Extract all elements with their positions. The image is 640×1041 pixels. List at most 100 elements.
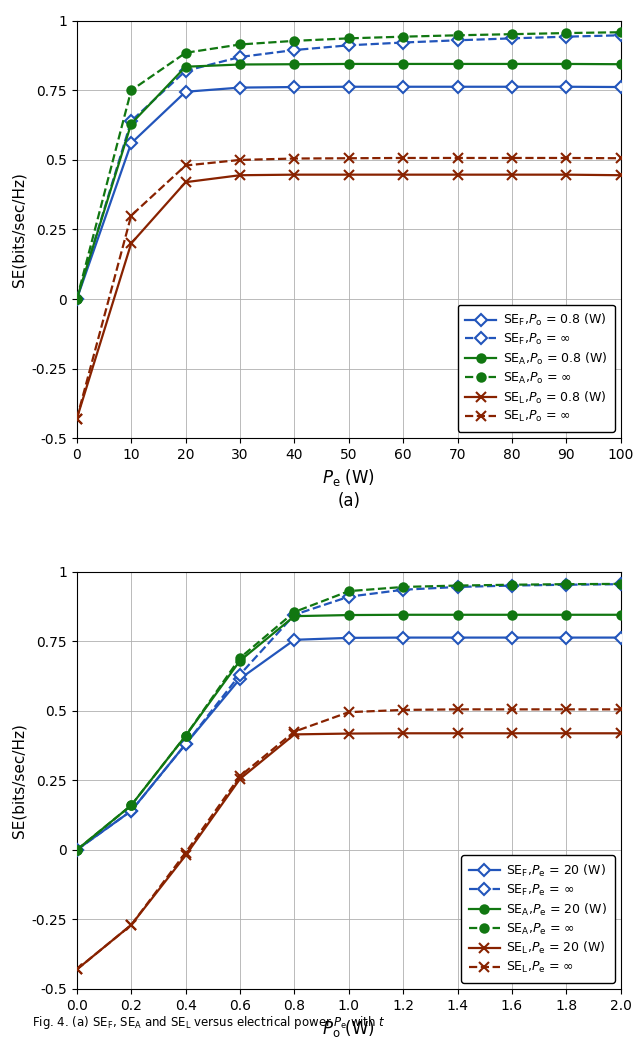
SE$_{\mathrm{F}}$,$P_{\mathrm{o}}$ = 0.8 (W) xyxy=(291,81,298,94)
SE$_{\mathrm{L}}$,$P_{\mathrm{o}}$ = $\infty$ xyxy=(345,152,353,164)
SE$_{\mathrm{L}}$,$P_{\mathrm{e}}$ = 20 (W) xyxy=(236,772,244,785)
SE$_{\mathrm{F}}$,$P_{\mathrm{e}}$ = 20 (W) xyxy=(617,631,625,643)
SE$_{\mathrm{A}}$,$P_{\mathrm{o}}$ = $\infty$ xyxy=(563,27,570,40)
SE$_{\mathrm{A}}$,$P_{\mathrm{o}}$ = 0.8 (W) xyxy=(399,57,407,70)
SE$_{\mathrm{F}}$,$P_{\mathrm{e}}$ = 20 (W) xyxy=(508,631,516,643)
SE$_{\mathrm{F}}$,$P_{\mathrm{o}}$ = $\infty$ xyxy=(73,293,81,305)
SE$_{\mathrm{A}}$,$P_{\mathrm{o}}$ = 0.8 (W) xyxy=(345,57,353,70)
SE$_{\mathrm{L}}$,$P_{\mathrm{e}}$ = $\infty$ xyxy=(454,703,461,715)
SE$_{\mathrm{A}}$,$P_{\mathrm{o}}$ = 0.8 (W) xyxy=(73,293,81,305)
SE$_{\mathrm{F}}$,$P_{\mathrm{o}}$ = 0.8 (W) xyxy=(454,80,461,93)
SE$_{\mathrm{L}}$,$P_{\mathrm{o}}$ = 0.8 (W) xyxy=(399,169,407,181)
SE$_{\mathrm{L}}$,$P_{\mathrm{e}}$ = 20 (W) xyxy=(508,727,516,739)
SE$_{\mathrm{L}}$,$P_{\mathrm{e}}$ = 20 (W) xyxy=(73,963,81,975)
SE$_{\mathrm{A}}$,$P_{\mathrm{o}}$ = $\infty$ xyxy=(617,26,625,39)
SE$_{\mathrm{F}}$,$P_{\mathrm{e}}$ = $\infty$ xyxy=(563,579,570,591)
Line: SE$_{\mathrm{F}}$,$P_{\mathrm{e}}$ = 20 (W): SE$_{\mathrm{F}}$,$P_{\mathrm{e}}$ = 20 … xyxy=(72,633,625,854)
Line: SE$_{\mathrm{A}}$,$P_{\mathrm{e}}$ = $\infty$: SE$_{\mathrm{A}}$,$P_{\mathrm{e}}$ = $\i… xyxy=(72,580,625,854)
SE$_{\mathrm{F}}$,$P_{\mathrm{o}}$ = 0.8 (W) xyxy=(236,81,244,94)
SE$_{\mathrm{A}}$,$P_{\mathrm{o}}$ = $\infty$ xyxy=(127,84,135,97)
SE$_{\mathrm{F}}$,$P_{\mathrm{o}}$ = 0.8 (W) xyxy=(508,80,516,93)
SE$_{\mathrm{F}}$,$P_{\mathrm{e}}$ = $\infty$ xyxy=(291,609,298,621)
Legend: SE$_{\mathrm{F}}$,$P_{\mathrm{e}}$ = 20 (W), SE$_{\mathrm{F}}$,$P_{\mathrm{e}}$ : SE$_{\mathrm{F}}$,$P_{\mathrm{e}}$ = 20 … xyxy=(461,856,614,983)
SE$_{\mathrm{A}}$,$P_{\mathrm{e}}$ = 20 (W) xyxy=(617,609,625,621)
SE$_{\mathrm{A}}$,$P_{\mathrm{o}}$ = 0.8 (W) xyxy=(508,57,516,70)
SE$_{\mathrm{L}}$,$P_{\mathrm{e}}$ = $\infty$ xyxy=(236,770,244,783)
Y-axis label: SE(bits/sec/Hz): SE(bits/sec/Hz) xyxy=(11,172,26,287)
SE$_{\mathrm{A}}$,$P_{\mathrm{o}}$ = $\infty$ xyxy=(236,39,244,51)
SE$_{\mathrm{F}}$,$P_{\mathrm{o}}$ = 0.8 (W) xyxy=(73,293,81,305)
SE$_{\mathrm{L}}$,$P_{\mathrm{e}}$ = $\infty$ xyxy=(127,919,135,932)
SE$_{\mathrm{A}}$,$P_{\mathrm{o}}$ = $\infty$ xyxy=(454,29,461,42)
SE$_{\mathrm{A}}$,$P_{\mathrm{o}}$ = $\infty$ xyxy=(291,34,298,47)
SE$_{\mathrm{A}}$,$P_{\mathrm{o}}$ = 0.8 (W) xyxy=(127,118,135,130)
SE$_{\mathrm{A}}$,$P_{\mathrm{e}}$ = $\infty$ xyxy=(127,799,135,812)
SE$_{\mathrm{A}}$,$P_{\mathrm{o}}$ = 0.8 (W) xyxy=(563,57,570,70)
SE$_{\mathrm{A}}$,$P_{\mathrm{e}}$ = $\infty$ xyxy=(236,652,244,664)
Line: SE$_{\mathrm{F}}$,$P_{\mathrm{o}}$ = $\infty$: SE$_{\mathrm{F}}$,$P_{\mathrm{o}}$ = $\i… xyxy=(72,31,625,303)
SE$_{\mathrm{L}}$,$P_{\mathrm{o}}$ = $\infty$ xyxy=(127,209,135,222)
Line: SE$_{\mathrm{F}}$,$P_{\mathrm{e}}$ = $\infty$: SE$_{\mathrm{F}}$,$P_{\mathrm{e}}$ = $\i… xyxy=(72,580,625,854)
Line: SE$_{\mathrm{L}}$,$P_{\mathrm{e}}$ = 20 (W): SE$_{\mathrm{L}}$,$P_{\mathrm{e}}$ = 20 … xyxy=(72,729,626,974)
SE$_{\mathrm{A}}$,$P_{\mathrm{o}}$ = 0.8 (W) xyxy=(291,58,298,71)
SE$_{\mathrm{L}}$,$P_{\mathrm{o}}$ = $\infty$ xyxy=(454,152,461,164)
SE$_{\mathrm{L}}$,$P_{\mathrm{o}}$ = 0.8 (W) xyxy=(454,169,461,181)
SE$_{\mathrm{A}}$,$P_{\mathrm{e}}$ = $\infty$ xyxy=(399,581,407,593)
Y-axis label: SE(bits/sec/Hz): SE(bits/sec/Hz) xyxy=(11,722,26,838)
SE$_{\mathrm{A}}$,$P_{\mathrm{o}}$ = 0.8 (W) xyxy=(236,58,244,71)
Line: SE$_{\mathrm{F}}$,$P_{\mathrm{o}}$ = 0.8 (W): SE$_{\mathrm{F}}$,$P_{\mathrm{o}}$ = 0.8… xyxy=(72,82,625,303)
SE$_{\mathrm{L}}$,$P_{\mathrm{e}}$ = 20 (W) xyxy=(617,727,625,739)
SE$_{\mathrm{F}}$,$P_{\mathrm{e}}$ = 20 (W) xyxy=(73,843,81,856)
SE$_{\mathrm{L}}$,$P_{\mathrm{e}}$ = $\infty$ xyxy=(617,703,625,715)
SE$_{\mathrm{L}}$,$P_{\mathrm{e}}$ = $\infty$ xyxy=(73,963,81,975)
SE$_{\mathrm{F}}$,$P_{\mathrm{e}}$ = $\infty$ xyxy=(508,580,516,592)
SE$_{\mathrm{F}}$,$P_{\mathrm{e}}$ = $\infty$ xyxy=(127,805,135,817)
X-axis label: $P_{\mathrm{e}}$ (W): $P_{\mathrm{e}}$ (W) xyxy=(323,467,375,488)
Line: SE$_{\mathrm{A}}$,$P_{\mathrm{e}}$ = 20 (W): SE$_{\mathrm{A}}$,$P_{\mathrm{e}}$ = 20 … xyxy=(72,611,625,854)
SE$_{\mathrm{A}}$,$P_{\mathrm{e}}$ = 20 (W) xyxy=(454,609,461,621)
SE$_{\mathrm{A}}$,$P_{\mathrm{e}}$ = $\infty$ xyxy=(182,730,189,742)
SE$_{\mathrm{F}}$,$P_{\mathrm{e}}$ = 20 (W) xyxy=(345,632,353,644)
SE$_{\mathrm{L}}$,$P_{\mathrm{o}}$ = 0.8 (W) xyxy=(508,169,516,181)
SE$_{\mathrm{F}}$,$P_{\mathrm{o}}$ = $\infty$ xyxy=(236,51,244,64)
SE$_{\mathrm{A}}$,$P_{\mathrm{e}}$ = $\infty$ xyxy=(73,843,81,856)
SE$_{\mathrm{L}}$,$P_{\mathrm{o}}$ = $\infty$ xyxy=(236,154,244,167)
SE$_{\mathrm{F}}$,$P_{\mathrm{o}}$ = 0.8 (W) xyxy=(182,85,189,98)
Text: Fig. 4. (a) SE$_{\mathrm{F}}$, SE$_{\mathrm{A}}$ and SE$_{\mathrm{L}}$ versus el: Fig. 4. (a) SE$_{\mathrm{F}}$, SE$_{\mat… xyxy=(32,1014,386,1031)
SE$_{\mathrm{L}}$,$P_{\mathrm{o}}$ = 0.8 (W) xyxy=(236,169,244,181)
Line: SE$_{\mathrm{L}}$,$P_{\mathrm{e}}$ = $\infty$: SE$_{\mathrm{L}}$,$P_{\mathrm{e}}$ = $\i… xyxy=(72,705,626,974)
SE$_{\mathrm{A}}$,$P_{\mathrm{e}}$ = 20 (W) xyxy=(182,730,189,742)
SE$_{\mathrm{F}}$,$P_{\mathrm{e}}$ = $\infty$ xyxy=(73,843,81,856)
SE$_{\mathrm{A}}$,$P_{\mathrm{e}}$ = $\infty$ xyxy=(345,585,353,598)
SE$_{\mathrm{A}}$,$P_{\mathrm{e}}$ = 20 (W) xyxy=(399,609,407,621)
SE$_{\mathrm{F}}$,$P_{\mathrm{o}}$ = 0.8 (W) xyxy=(127,137,135,150)
SE$_{\mathrm{L}}$,$P_{\mathrm{e}}$ = 20 (W) xyxy=(182,849,189,862)
SE$_{\mathrm{F}}$,$P_{\mathrm{o}}$ = 0.8 (W) xyxy=(399,80,407,93)
SE$_{\mathrm{F}}$,$P_{\mathrm{o}}$ = $\infty$ xyxy=(182,65,189,77)
SE$_{\mathrm{L}}$,$P_{\mathrm{o}}$ = $\infty$ xyxy=(508,152,516,164)
SE$_{\mathrm{F}}$,$P_{\mathrm{o}}$ = $\infty$ xyxy=(399,36,407,49)
SE$_{\mathrm{L}}$,$P_{\mathrm{e}}$ = 20 (W) xyxy=(345,728,353,740)
SE$_{\mathrm{F}}$,$P_{\mathrm{o}}$ = $\infty$ xyxy=(345,40,353,52)
Line: SE$_{\mathrm{L}}$,$P_{\mathrm{o}}$ = $\infty$: SE$_{\mathrm{L}}$,$P_{\mathrm{o}}$ = $\i… xyxy=(72,153,626,424)
SE$_{\mathrm{F}}$,$P_{\mathrm{o}}$ = $\infty$ xyxy=(563,30,570,43)
SE$_{\mathrm{A}}$,$P_{\mathrm{e}}$ = $\infty$ xyxy=(617,578,625,590)
SE$_{\mathrm{F}}$,$P_{\mathrm{o}}$ = $\infty$ xyxy=(454,34,461,47)
SE$_{\mathrm{L}}$,$P_{\mathrm{e}}$ = 20 (W) xyxy=(291,728,298,740)
Line: SE$_{\mathrm{A}}$,$P_{\mathrm{o}}$ = $\infty$: SE$_{\mathrm{A}}$,$P_{\mathrm{o}}$ = $\i… xyxy=(72,28,625,303)
SE$_{\mathrm{F}}$,$P_{\mathrm{e}}$ = 20 (W) xyxy=(291,634,298,646)
SE$_{\mathrm{A}}$,$P_{\mathrm{e}}$ = 20 (W) xyxy=(127,799,135,812)
SE$_{\mathrm{F}}$,$P_{\mathrm{o}}$ = $\infty$ xyxy=(127,115,135,127)
SE$_{\mathrm{L}}$,$P_{\mathrm{o}}$ = 0.8 (W) xyxy=(73,412,81,425)
SE$_{\mathrm{A}}$,$P_{\mathrm{o}}$ = 0.8 (W) xyxy=(454,57,461,70)
SE$_{\mathrm{F}}$,$P_{\mathrm{o}}$ = 0.8 (W) xyxy=(617,81,625,94)
SE$_{\mathrm{L}}$,$P_{\mathrm{e}}$ = $\infty$ xyxy=(182,846,189,859)
SE$_{\mathrm{L}}$,$P_{\mathrm{e}}$ = $\infty$ xyxy=(291,726,298,738)
Line: SE$_{\mathrm{L}}$,$P_{\mathrm{o}}$ = 0.8 (W): SE$_{\mathrm{L}}$,$P_{\mathrm{o}}$ = 0.8… xyxy=(72,170,626,424)
SE$_{\mathrm{A}}$,$P_{\mathrm{o}}$ = $\infty$ xyxy=(508,28,516,41)
SE$_{\mathrm{F}}$,$P_{\mathrm{e}}$ = $\infty$ xyxy=(399,584,407,596)
SE$_{\mathrm{A}}$,$P_{\mathrm{e}}$ = 20 (W) xyxy=(73,843,81,856)
SE$_{\mathrm{A}}$,$P_{\mathrm{e}}$ = 20 (W) xyxy=(508,609,516,621)
SE$_{\mathrm{L}}$,$P_{\mathrm{o}}$ = $\infty$ xyxy=(291,152,298,164)
SE$_{\mathrm{F}}$,$P_{\mathrm{e}}$ = $\infty$ xyxy=(454,581,461,593)
